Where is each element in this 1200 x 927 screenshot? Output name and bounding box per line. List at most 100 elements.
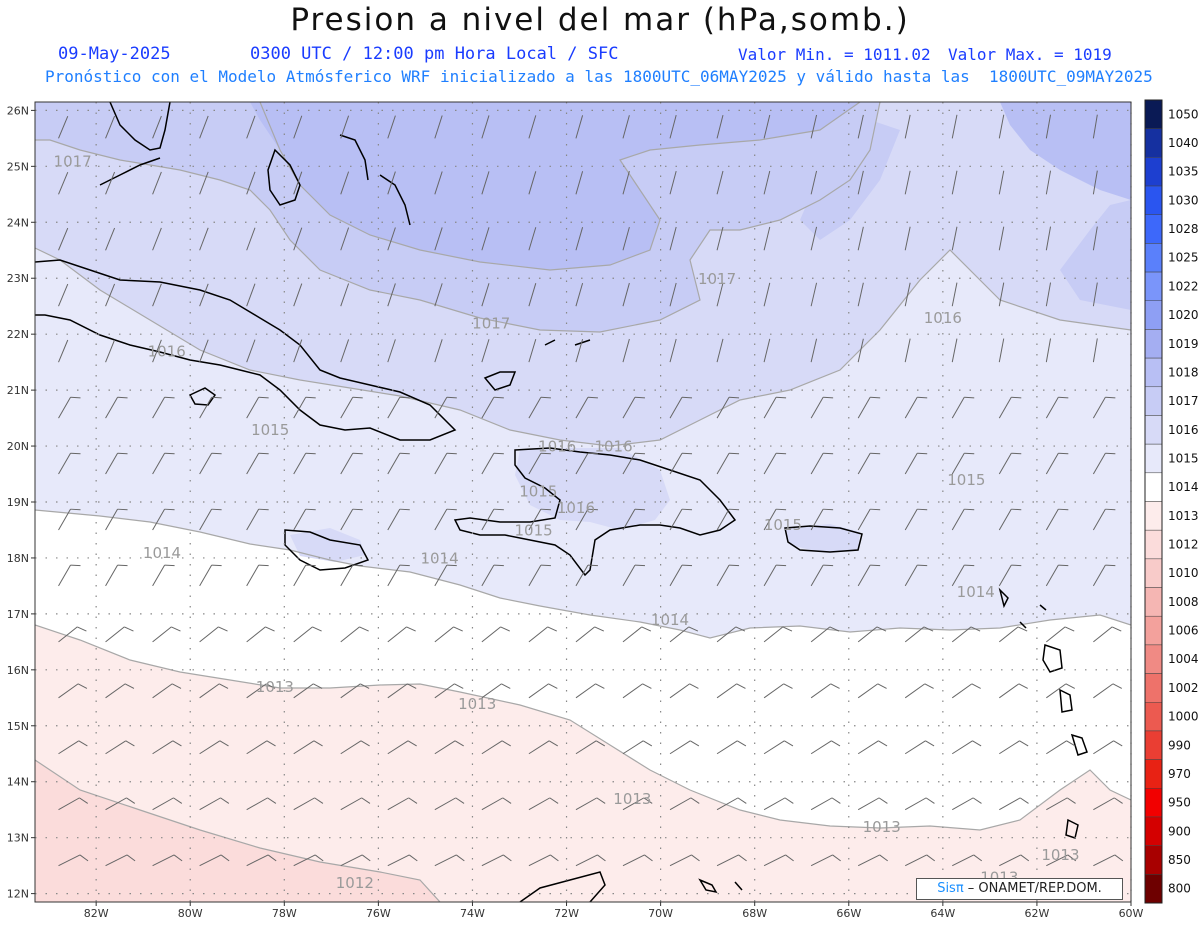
wind-barb	[763, 508, 787, 531]
wind-barb	[857, 282, 864, 307]
wind-barb	[904, 854, 936, 867]
wind-barb	[857, 338, 864, 363]
isobar-1013	[35, 624, 1131, 831]
wind-barb	[904, 683, 934, 699]
colorbar-swatch	[1144, 329, 1163, 359]
wind-barb	[246, 227, 256, 251]
colorbar-swatch	[1144, 615, 1163, 646]
wind-barb	[246, 797, 277, 811]
wind-barb	[904, 114, 911, 139]
isobar-1016	[35, 102, 881, 333]
lon-tick-label: 70W	[648, 907, 673, 920]
colorbar-label: 1022	[1168, 279, 1199, 293]
wind-barb	[199, 740, 229, 755]
colorbar-label: 1025	[1168, 251, 1199, 265]
isobar-label: 1016	[538, 438, 576, 456]
wind-barb	[528, 740, 559, 755]
wind-barb	[105, 683, 135, 699]
wind-barb	[481, 797, 512, 811]
wind-barb	[387, 564, 410, 587]
wind-barb	[1045, 508, 1069, 531]
lon-tick-label: 60W	[1119, 907, 1144, 920]
coast-aruba	[698, 878, 743, 894]
wind-barb	[716, 564, 740, 587]
wind-barb	[575, 626, 605, 643]
wind-barb	[622, 226, 630, 251]
lat-tick-label: 13N	[7, 832, 29, 845]
wind-barb	[669, 797, 700, 811]
wind-barb	[199, 564, 222, 587]
coast-eleuthera	[339, 134, 369, 181]
wind-barb	[387, 227, 396, 251]
coast-puerto-rico	[784, 525, 863, 553]
wind-barb	[293, 171, 303, 195]
wind-barb	[1046, 854, 1077, 867]
lat-tick-label: 20N	[7, 440, 29, 453]
isobar-label: 1017	[472, 315, 510, 333]
wind-barb	[810, 626, 840, 643]
isobar-label: 1013	[1041, 846, 1079, 864]
lat-tick-label: 16N	[7, 664, 29, 677]
wind-barb	[58, 564, 81, 587]
map-title: Presion a nivel del mar (hPa,somb.)	[290, 2, 910, 38]
wind-barb	[1092, 226, 1098, 251]
wind-barb	[763, 797, 794, 811]
zone-1013	[35, 625, 1131, 902]
wind-barb	[1045, 282, 1052, 307]
colorbar-swatch	[1144, 558, 1163, 588]
wind-barb	[951, 452, 975, 475]
lon-tick-label: 62W	[1024, 907, 1049, 920]
wind-barb	[810, 282, 818, 307]
wind-barb	[58, 797, 89, 811]
wind-barb	[622, 564, 645, 587]
isobar-label: 1014	[143, 544, 181, 562]
wind-barb	[434, 339, 443, 363]
wind-barb	[1093, 740, 1123, 755]
wind-barb	[1092, 564, 1116, 587]
colorbar-swatch	[1144, 157, 1163, 187]
wind-barb	[481, 396, 504, 419]
wind-barb	[622, 171, 630, 195]
coast-jamaica	[284, 529, 370, 571]
wind-barb	[199, 854, 230, 867]
wind-barb	[434, 740, 464, 755]
isobar-label: 1014	[651, 611, 689, 629]
isobar-1012	[35, 759, 441, 902]
lat-tick-label: 25N	[7, 160, 29, 173]
wind-barb	[763, 114, 771, 139]
wind-barb	[716, 797, 747, 811]
colorbar: 1050 1040 1035 1030 1028 1025 1022 1020 1019 1018…	[1144, 99, 1199, 904]
lat-tick-label: 21N	[7, 384, 29, 397]
wind-barb	[669, 854, 700, 867]
isobar-label: 1013	[458, 695, 496, 713]
wind-barb	[293, 508, 316, 531]
wind-barb	[669, 508, 693, 531]
wind-barb	[528, 396, 551, 419]
wind-barb	[152, 854, 183, 867]
lat-tick-label: 14N	[7, 776, 29, 789]
wind-barb	[857, 683, 887, 699]
wind-barb	[199, 797, 230, 811]
wind-barb	[904, 170, 911, 195]
wind-barb	[105, 797, 136, 811]
coast-florida	[109, 102, 171, 151]
colorbar-label: 850	[1168, 853, 1191, 867]
wind-barb	[387, 115, 396, 139]
wind-barb	[904, 564, 928, 587]
wind-barb	[481, 508, 504, 531]
wind-barb	[199, 508, 222, 531]
wind-barb	[481, 227, 490, 251]
wind-barb	[716, 114, 724, 139]
wind-barb	[716, 226, 724, 251]
wind-barb	[481, 339, 490, 363]
wind-barb	[387, 339, 396, 363]
wind-barb	[293, 115, 303, 139]
colorbar-label: 1014	[1168, 480, 1199, 494]
wind-barb	[810, 508, 834, 531]
colorbar-swatch	[1144, 185, 1163, 215]
wind-barb	[387, 396, 410, 419]
coast-cuba	[35, 259, 457, 441]
colorbar-frame	[1144, 99, 1163, 904]
wind-barb	[1045, 338, 1052, 363]
wind-barb	[951, 282, 958, 307]
